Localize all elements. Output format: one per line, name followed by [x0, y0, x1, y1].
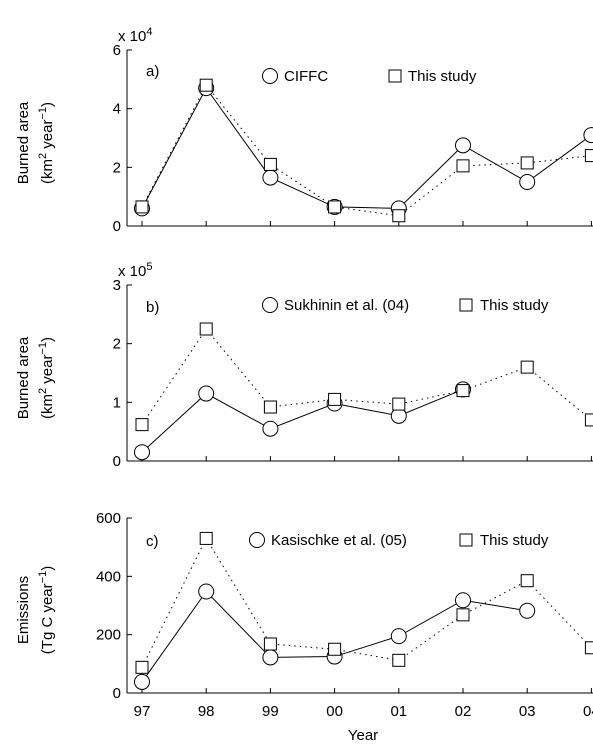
x-axis-label: Year	[348, 727, 378, 744]
circle-marker	[455, 137, 471, 154]
legend-circle-icon	[262, 297, 278, 313]
legend-square-icon	[459, 533, 473, 547]
panel-c-ylabel: Emissions (Tg C year−1)	[15, 566, 56, 654]
square-marker	[263, 637, 277, 651]
series-line-reference	[141, 388, 464, 453]
y-tick-label: 200	[96, 627, 121, 644]
panel-b-letter: b)	[146, 299, 159, 316]
legend-square-icon	[459, 298, 473, 312]
square-marker	[584, 413, 593, 427]
legend-label: This study	[408, 68, 477, 85]
square-marker	[584, 641, 593, 655]
series-line-reference	[141, 590, 528, 683]
square-marker	[392, 397, 406, 411]
circle-marker	[134, 673, 150, 690]
square-marker	[520, 574, 534, 588]
square-marker	[520, 360, 534, 374]
square-marker	[135, 418, 149, 432]
square-marker	[328, 200, 342, 214]
y-tick-label: 3	[113, 277, 121, 294]
panel-a-letter: a)	[146, 63, 159, 80]
x-tick-label: 99	[262, 703, 279, 720]
circle-marker	[262, 420, 279, 437]
square-marker	[199, 531, 213, 545]
square-marker	[328, 642, 342, 656]
svg-text:Emissions: Emissions	[15, 576, 32, 644]
square-marker	[263, 157, 277, 171]
svg-text:(Tg C year−1): (Tg C year−1)	[37, 566, 56, 654]
square-marker	[584, 149, 593, 163]
panel-a: x 104 a) Burned area (km2 year−1) 0 2 4 6 C…	[15, 26, 593, 235]
x-tick-label: 01	[390, 703, 407, 720]
circle-marker	[455, 592, 471, 609]
square-marker	[456, 608, 470, 622]
square-marker	[263, 400, 277, 414]
y-tick-label: 600	[96, 510, 121, 527]
panel-a-exponent: x 104	[118, 26, 152, 45]
y-tick-label: 2	[113, 159, 121, 176]
panel-b: x 105 b) Burned area (km2 year−1) 0 1 2 3 S…	[15, 261, 593, 470]
legend-label: This study	[480, 297, 549, 314]
x-tick-label: 04	[583, 703, 593, 720]
circle-marker	[583, 127, 593, 144]
legend-circle-icon	[249, 532, 265, 548]
svg-text:Burned area: Burned area	[15, 101, 32, 184]
series-line-this-study	[141, 84, 592, 217]
legend-square-icon	[388, 69, 402, 83]
x-tick-label: 97	[134, 703, 151, 720]
square-marker	[456, 384, 470, 398]
circle-marker	[519, 174, 536, 190]
series-line-this-study	[141, 537, 592, 668]
y-tick-label: 2	[113, 336, 121, 353]
panel-b-ylabel: Burned area (km2 year−1)	[15, 336, 56, 419]
circle-marker	[134, 444, 150, 461]
legend-label: This study	[480, 532, 549, 549]
square-marker	[199, 322, 213, 336]
svg-text:Burned area: Burned area	[15, 336, 32, 419]
square-marker	[392, 653, 406, 667]
y-tick-label: 1	[113, 394, 121, 411]
x-tick-label: 98	[198, 703, 215, 720]
svg-text:(km2 year−1): (km2 year−1)	[37, 102, 56, 184]
series-line-reference	[141, 87, 592, 209]
x-tick-label: 02	[455, 703, 472, 720]
panel-c-letter: c)	[146, 533, 159, 550]
legend-label: Sukhinin et al. (04)	[284, 297, 409, 314]
y-tick-label: 0	[113, 453, 121, 470]
circle-marker	[198, 583, 215, 600]
square-marker	[520, 156, 534, 170]
y-tick-label: 400	[96, 568, 121, 585]
y-tick-label: 0	[113, 685, 121, 702]
y-tick-label: 0	[113, 218, 121, 235]
x-tick-label: 03	[519, 703, 536, 720]
legend-label: Kasischke et al. (05)	[271, 532, 407, 549]
square-marker	[199, 78, 213, 92]
legend-circle-icon	[262, 68, 278, 84]
square-marker	[328, 392, 342, 406]
square-marker	[456, 159, 470, 173]
circle-marker	[262, 649, 279, 666]
circle-marker	[262, 169, 279, 186]
x-tick-label: 00	[326, 703, 343, 720]
circle-marker	[519, 602, 536, 619]
circle-marker	[198, 385, 215, 402]
circle-marker	[390, 628, 407, 645]
y-tick-label: 4	[113, 101, 121, 118]
square-marker	[392, 209, 406, 223]
square-marker	[135, 200, 149, 214]
square-marker	[135, 660, 149, 674]
y-tick-label: 6	[113, 42, 121, 59]
panel-a-ylabel: Burned area (km2 year−1)	[15, 101, 56, 184]
series-line-this-study	[141, 328, 592, 425]
panel-b-exponent: x 105	[118, 261, 152, 280]
svg-text:(km2 year−1): (km2 year−1)	[37, 337, 56, 419]
legend-label: CIFFC	[284, 68, 328, 85]
